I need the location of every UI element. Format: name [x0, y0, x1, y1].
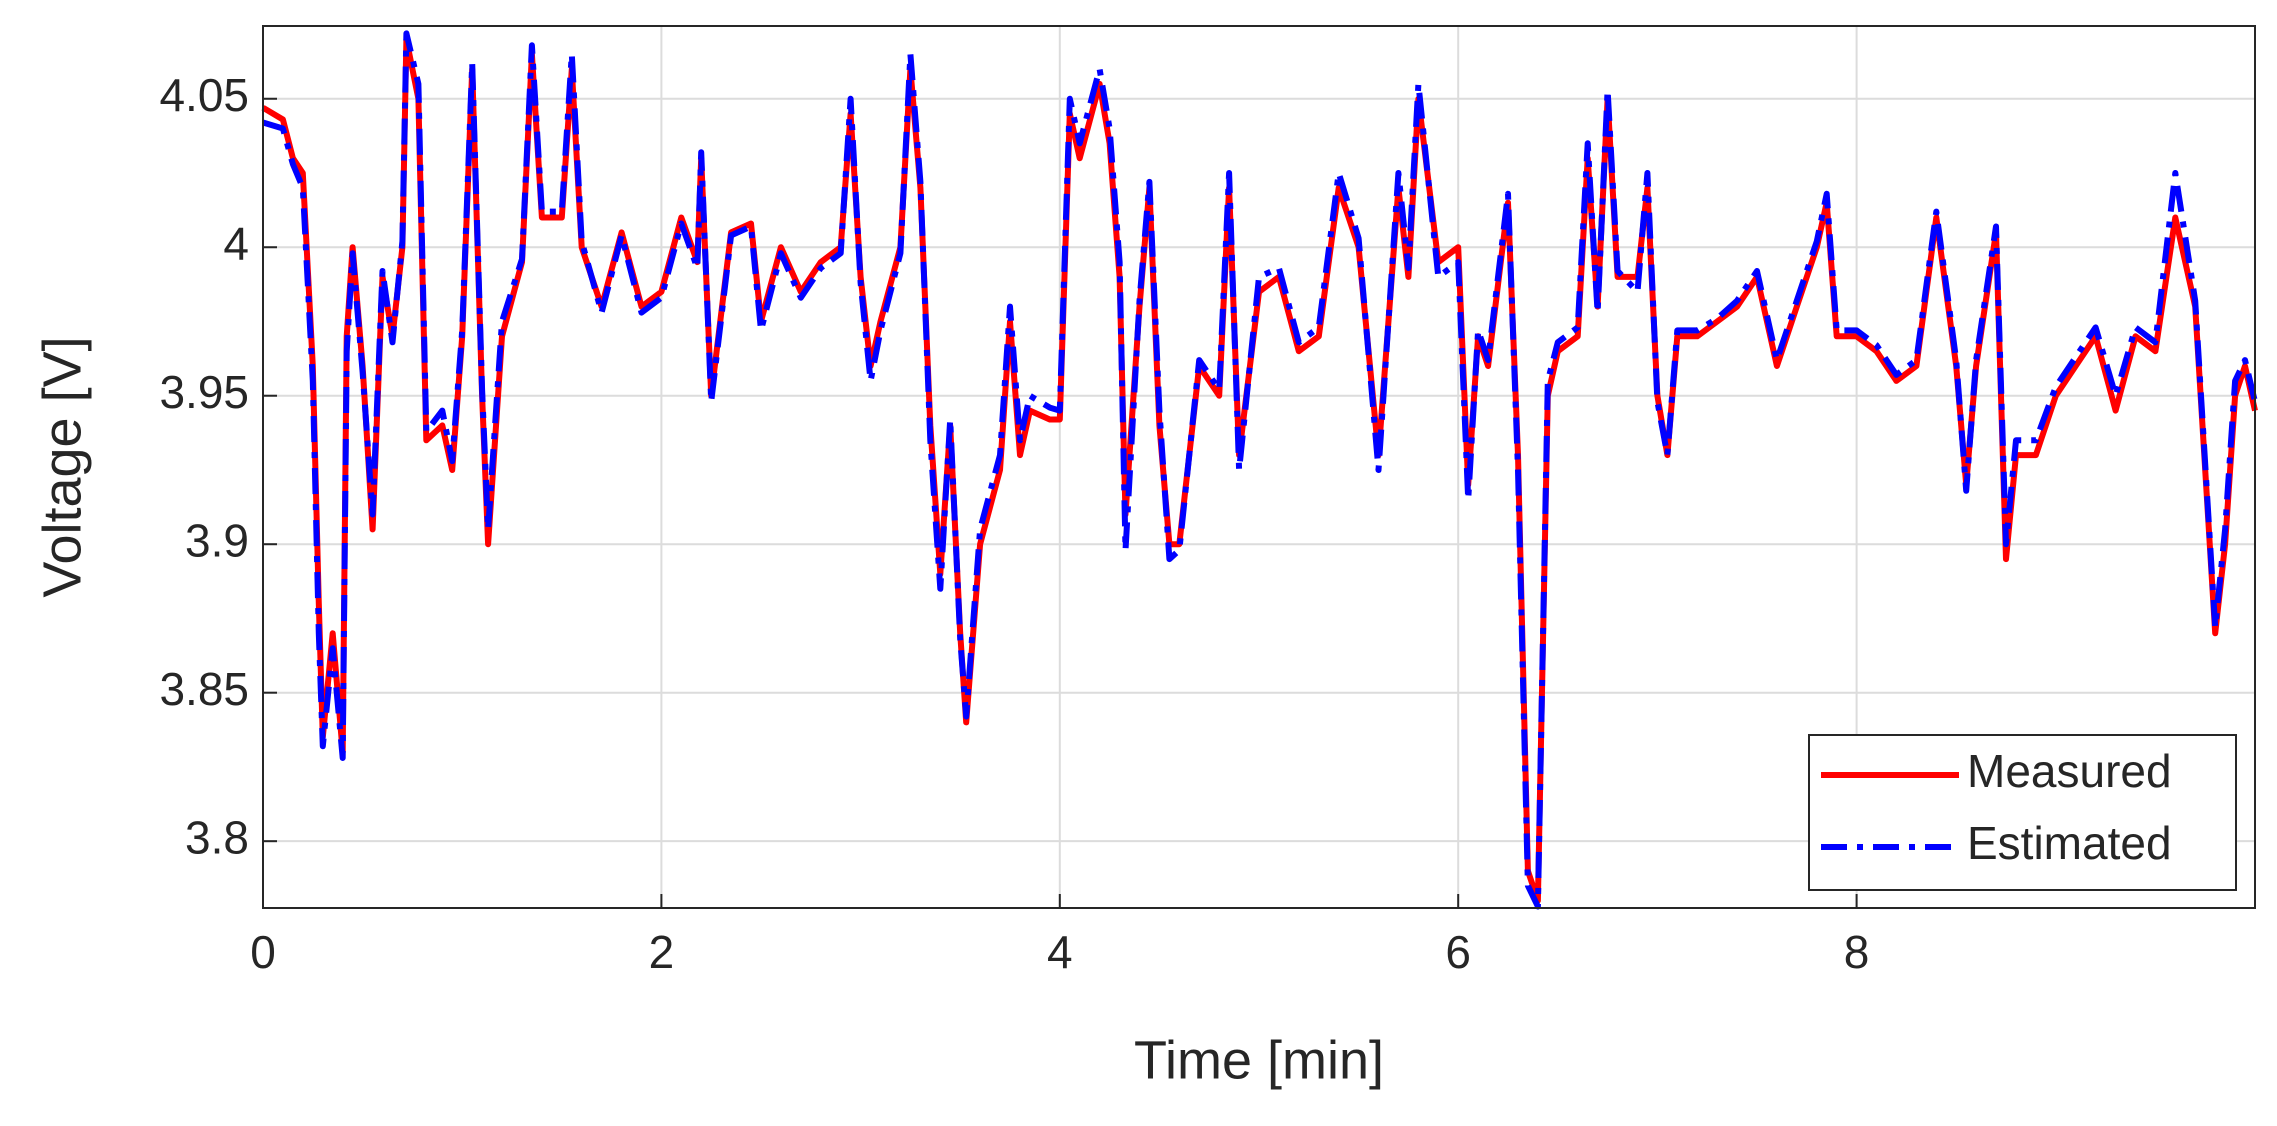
y-tick-label: 3.8	[185, 811, 249, 863]
x-axis-label: Time [min]	[1134, 1030, 1384, 1090]
y-axis-label: Voltage [V]	[32, 336, 92, 597]
y-tick-label: 3.9	[185, 514, 249, 566]
legend-label: Estimated	[1967, 817, 2172, 869]
series-line	[262, 30, 2258, 910]
x-tick-label: 4	[1047, 926, 1073, 978]
y-tick-label: 3.85	[159, 663, 249, 715]
legend-box	[1808, 734, 2237, 891]
y-tick-label: 4.05	[159, 69, 249, 121]
x-tick-label: 0	[250, 926, 276, 978]
y-tick-label: 3.95	[159, 366, 249, 418]
y-tick-label: 4	[223, 217, 249, 269]
plot-frame	[262, 25, 2256, 909]
x-tick-label: 2	[649, 926, 675, 978]
x-tick-label: 6	[1445, 926, 1471, 978]
legend-label: Measured	[1967, 745, 2172, 797]
x-tick-label: 8	[1844, 926, 1870, 978]
